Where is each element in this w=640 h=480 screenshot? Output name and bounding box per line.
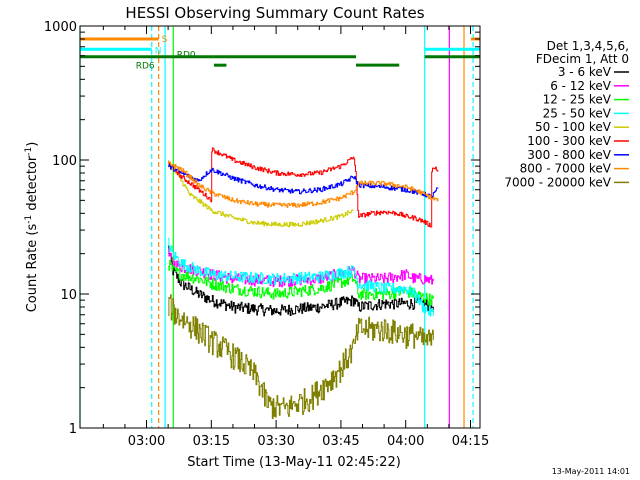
axis-layer: 1 10 100 1000 03:00 03:15 03:30 03:45 04:00 04:15 [44,20,489,449]
x-axis-label: Start Time (13-May-11 02:45:22) [187,455,401,470]
legend: Det 1,3,4,5,6,FDecim 1, Att 03 - 6 keV6 … [504,39,629,189]
x-tick-label: 03:00 [128,434,165,449]
state-label-rd6: RD6 [136,62,155,72]
x-tick-label: 03:30 [257,434,294,449]
legend-entry-label: 7000 - 20000 keV [504,175,611,189]
legend-header: FDecim 1, Att 0 [536,52,629,66]
chart-title: HESSI Observing Summary Count Rates [125,4,424,22]
legend-entry-label: 800 - 7000 keV [520,162,612,176]
series-line [168,294,434,419]
plot-frame [79,25,481,429]
plot-timestamp: 13-May-2011 14:01 [552,467,630,476]
legend-entry-label: 3 - 6 keV [558,65,612,79]
legend-header: Det 1,3,4,5,6, [547,39,629,53]
y-tick-label: 1000 [44,20,77,35]
y-tick-label: 10 [60,288,77,303]
legend-entry-label: 25 - 50 keV [543,106,612,120]
y-tick-label: 1 [69,422,77,437]
legend-entry-label: 50 - 100 keV [535,120,612,134]
state-label-s: S [162,35,168,45]
state-label-n: N [155,46,162,56]
x-tick-label: 03:15 [193,434,230,449]
series-line [168,160,439,208]
x-tick-label: 04:15 [452,434,489,449]
series-line [168,147,439,228]
series-line [168,164,439,199]
x-tick-label: 03:45 [322,434,359,449]
series-line [168,237,434,317]
legend-entry-label: 300 - 800 keV [527,148,611,162]
y-axis-label: Count Rate (s-1 detector-1) [24,142,40,313]
legend-entry-label: 6 - 12 keV [550,79,612,93]
legend-entry-label: 12 - 25 keV [543,93,612,107]
series-line [168,259,434,306]
y-tick-label: 100 [52,154,77,169]
series-line [168,162,354,228]
state-label-rd0: RD0 [177,51,196,61]
plot-layer: SN RD0 RD6 [79,26,480,428]
legend-entry-label: 100 - 300 keV [527,134,611,148]
x-tick-label: 04:00 [387,434,424,449]
series-line [168,245,434,317]
